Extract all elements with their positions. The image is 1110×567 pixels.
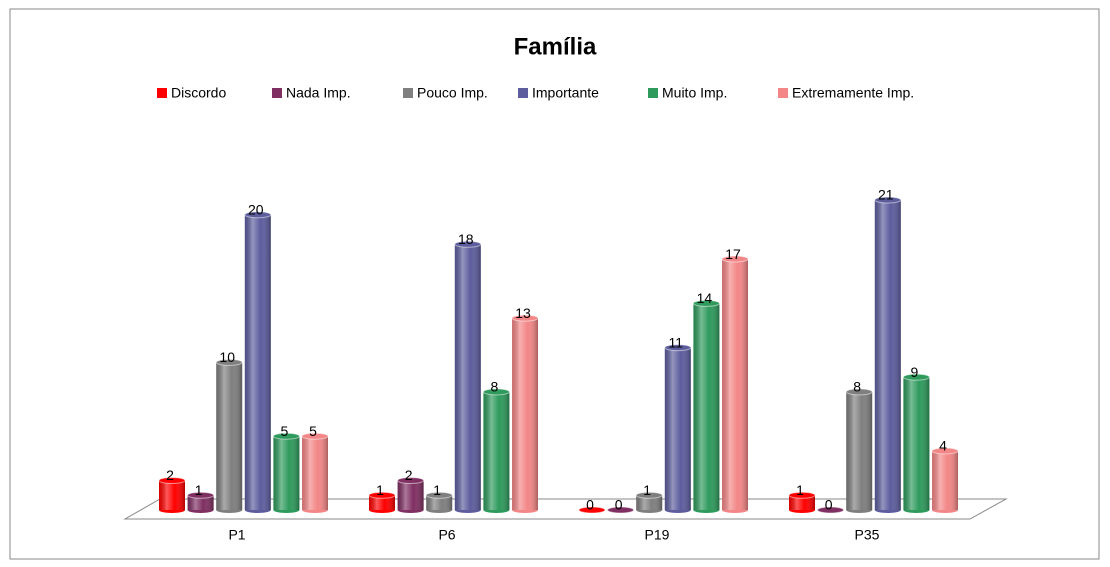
bar-shade — [369, 495, 395, 510]
data-label: 13 — [515, 305, 531, 321]
bar-shade — [789, 495, 815, 510]
bar-top — [454, 240, 482, 248]
data-label: 10 — [219, 349, 235, 365]
bar-top — [902, 373, 930, 381]
bar-top — [215, 358, 243, 366]
bar-top — [244, 211, 272, 219]
legend-label: Nada Imp. — [286, 85, 351, 101]
bar-top — [692, 299, 720, 307]
bar-top — [301, 432, 329, 440]
data-label: 0 — [586, 497, 594, 513]
bar-top — [397, 476, 425, 484]
bar-top — [272, 432, 300, 440]
bar-shade — [846, 391, 873, 510]
x-tick-label: P35 — [855, 527, 880, 543]
data-label: 20 — [248, 201, 264, 217]
bar-shade — [187, 495, 214, 510]
data-label: 21 — [878, 187, 894, 203]
bar-top — [187, 491, 215, 499]
legend-label: Muito Imp. — [662, 85, 727, 101]
legend-label: Importante — [532, 85, 599, 101]
data-label: 11 — [669, 334, 684, 350]
data-label: 14 — [697, 290, 713, 306]
data-label: 5 — [281, 423, 289, 439]
bar-shade — [903, 377, 930, 510]
bar-top — [635, 491, 663, 499]
legend-swatch — [778, 88, 788, 98]
bar-shade — [512, 318, 538, 510]
bar-shade — [273, 436, 300, 510]
bar-shade — [693, 303, 720, 510]
bar-top — [874, 196, 902, 204]
bar-shade — [664, 347, 691, 510]
bar-shade — [426, 495, 453, 510]
data-label: 1 — [376, 482, 384, 498]
data-label: 1 — [796, 482, 804, 498]
x-tick-label: P6 — [438, 527, 455, 543]
bar-top — [425, 491, 453, 499]
data-label: 5 — [309, 423, 317, 439]
legend-label: Pouco Imp. — [417, 85, 488, 101]
data-label: 1 — [643, 482, 651, 498]
data-label: 18 — [458, 231, 474, 247]
bar-top — [721, 255, 749, 263]
bar-top — [158, 476, 186, 484]
legend-swatch — [518, 88, 528, 98]
legend-swatch — [157, 88, 167, 98]
data-label: 9 — [911, 364, 919, 380]
bar-top — [578, 506, 606, 514]
bar-shade — [874, 200, 901, 510]
floor — [123, 498, 1008, 520]
bar-shade — [159, 480, 185, 510]
data-label: 0 — [615, 497, 623, 513]
bar-top — [931, 447, 959, 455]
bar-shade — [397, 480, 424, 510]
bar-top — [511, 314, 539, 322]
data-label: 0 — [825, 497, 833, 513]
bar-shade — [216, 362, 243, 510]
bar-top — [482, 388, 510, 396]
bar-shade — [302, 436, 328, 510]
legend-label: Extremamente Imp. — [792, 85, 914, 101]
bar-shade — [454, 244, 481, 511]
data-label: 8 — [853, 379, 861, 395]
data-label: 8 — [491, 379, 499, 395]
bar-shade — [483, 391, 510, 510]
legend-swatch — [272, 88, 282, 98]
data-label: 1 — [433, 482, 441, 498]
bar-top — [788, 491, 816, 499]
bar-shade — [932, 450, 958, 510]
legend-swatch — [403, 88, 413, 98]
legend-swatch — [648, 88, 658, 98]
bar-top — [607, 506, 635, 514]
data-label: 17 — [725, 246, 741, 262]
x-tick-label: P1 — [228, 527, 245, 543]
legend-label: Discordo — [171, 85, 226, 101]
data-label: 1 — [195, 482, 203, 498]
bar-top — [817, 506, 845, 514]
chart-title: Família — [514, 33, 597, 60]
bar-shade — [636, 495, 663, 510]
bar-shade — [244, 214, 271, 510]
bar-shade — [722, 259, 748, 510]
x-tick-label: P19 — [645, 527, 670, 543]
bar-top — [845, 388, 873, 396]
bar-top — [368, 491, 396, 499]
bar-top — [664, 344, 692, 352]
data-label: 2 — [166, 467, 174, 483]
data-label: 2 — [405, 467, 413, 483]
data-label: 4 — [939, 438, 947, 454]
